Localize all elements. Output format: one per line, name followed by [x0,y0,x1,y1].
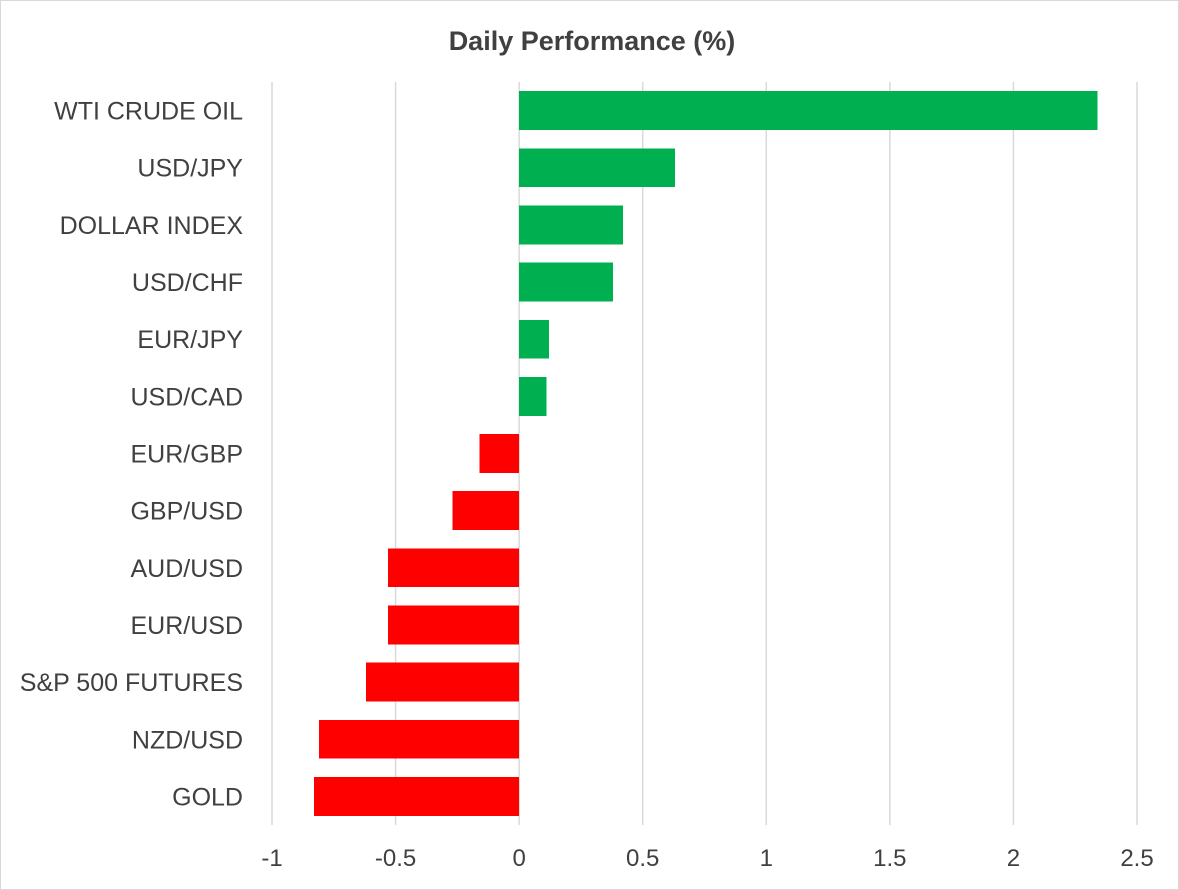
category-label: WTI CRUDE OIL [54,98,243,126]
category-label: S&P 500 FUTURES [20,669,243,697]
chart-title: Daily Performance (%) [449,26,736,56]
gridlines [271,82,1138,825]
category-label: GOLD [172,783,243,811]
category-label: AUD/USD [130,555,243,583]
bar [388,548,520,588]
x-tick-label: 0 [512,845,525,872]
category-label: USD/CAD [130,383,243,411]
bar [519,91,1098,131]
x-tick-label: 0.5 [626,845,659,872]
x-tick-label: 1 [760,845,773,872]
category-label: USD/JPY [137,155,243,183]
bar [519,262,614,302]
category-label: DOLLAR INDEX [60,212,244,240]
x-tick-label: 2 [1007,845,1020,872]
bar [318,719,520,759]
bar [452,491,520,531]
x-axis-tick-labels: -1 -0.5 0 0.5 1 1.5 2 2.5 [261,845,1153,872]
x-tick-label: -0.5 [375,845,416,872]
bars [314,91,1098,816]
x-tick-label: 2.5 [1120,845,1153,872]
bar [519,376,547,416]
category-label: GBP/USD [130,498,243,526]
bar [314,776,520,816]
category-labels: WTI CRUDE OIL USD/JPY DOLLAR INDEX USD/CHF E… [20,98,244,812]
category-label: USD/CHF [132,269,243,297]
bar [519,319,549,359]
category-label: EUR/USD [130,612,243,640]
bar [479,434,520,473]
bar [519,205,623,245]
bar [519,148,675,188]
bar [365,662,520,702]
category-label: NZD/USD [132,726,243,754]
bar [388,605,520,645]
x-tick-label: -1 [261,845,282,872]
category-label: EUR/JPY [137,326,243,354]
x-tick-label: 1.5 [873,845,906,872]
category-label: EUR/GBP [130,441,243,469]
